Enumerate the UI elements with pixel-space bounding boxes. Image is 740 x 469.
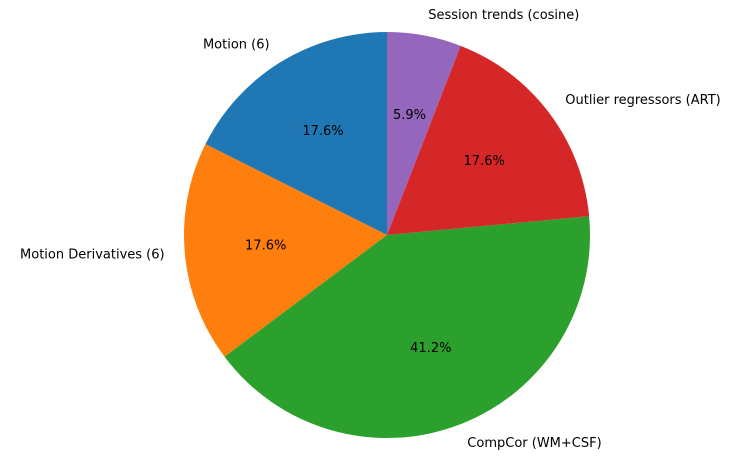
category-label-session-trends-cosine: Session trends (cosine): [428, 8, 579, 23]
category-labels: Motion (6) Motion Derivatives (6) CompCor …: [20, 8, 721, 451]
percent-label-compcor-wm-csf: 41.2%: [410, 341, 451, 356]
pie-slice-motion-derivatives-6: [184, 144, 387, 357]
percent-label-motion-6: 17.6%: [302, 124, 343, 139]
percent-label-session-trends-cosine: 5.9%: [393, 108, 426, 123]
pie-slice-motion-6: [205, 32, 387, 235]
percent-labels: 17.6% 17.6% 41.2% 17.6% 5.9%: [245, 108, 505, 356]
category-label-compcor-wm-csf: CompCor (WM+CSF): [467, 436, 601, 451]
pie-slices: [184, 32, 591, 439]
pie-slice-session-trends-cosine: [387, 32, 461, 235]
category-label-motion-derivatives-6: Motion Derivatives (6): [20, 248, 165, 263]
percent-label-outlier-regressors-art: 17.6%: [464, 154, 505, 169]
pie-slice-outlier-regressors-art: [387, 45, 590, 235]
category-label-motion-6: Motion (6): [203, 38, 270, 53]
category-label-outlier-regressors-art: Outlier regressors (ART): [565, 93, 720, 108]
percent-label-motion-derivatives-6: 17.6%: [245, 238, 286, 253]
pie-slice-compcor-wm-csf: [224, 216, 591, 439]
